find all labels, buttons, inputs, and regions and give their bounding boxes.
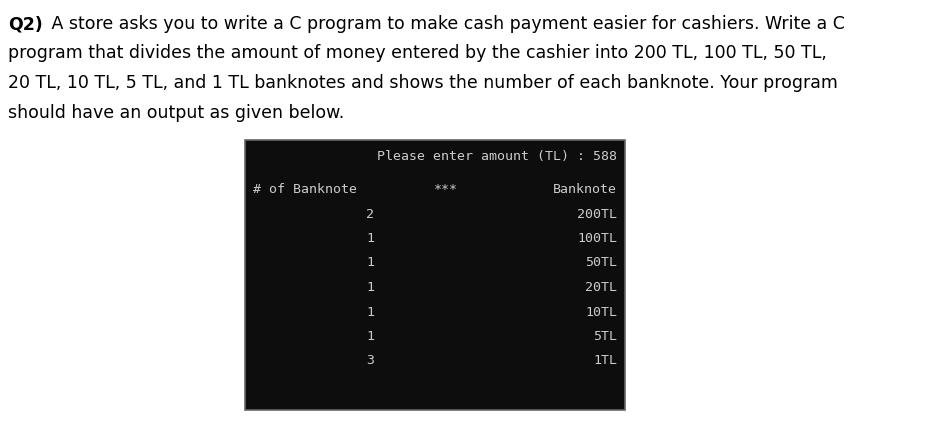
Text: 1: 1	[367, 232, 374, 245]
Text: 20 TL, 10 TL, 5 TL, and 1 TL banknotes and shows the number of each banknote. Yo: 20 TL, 10 TL, 5 TL, and 1 TL banknotes a…	[8, 74, 838, 92]
Text: should have an output as given below.: should have an output as given below.	[8, 103, 345, 121]
Text: Please enter amount (TL) : 588: Please enter amount (TL) : 588	[377, 150, 617, 163]
FancyBboxPatch shape	[245, 140, 625, 410]
Text: ***: ***	[434, 183, 459, 196]
Text: 10TL: 10TL	[585, 305, 617, 318]
Text: A store asks you to write a C program to make cash payment easier for cashiers. : A store asks you to write a C program to…	[46, 15, 844, 33]
Text: Banknote: Banknote	[553, 183, 617, 196]
Text: 200TL: 200TL	[577, 208, 617, 221]
Text: 2: 2	[367, 208, 374, 221]
Text: program that divides the amount of money entered by the cashier into 200 TL, 100: program that divides the amount of money…	[8, 45, 827, 63]
Text: 1: 1	[367, 281, 374, 294]
Text: 50TL: 50TL	[585, 257, 617, 269]
Text: 1TL: 1TL	[593, 354, 617, 368]
Text: 1: 1	[367, 305, 374, 318]
Text: Q2): Q2)	[8, 15, 43, 33]
Text: # of Banknote: # of Banknote	[253, 183, 357, 196]
Text: 3: 3	[367, 354, 374, 368]
Text: 100TL: 100TL	[577, 232, 617, 245]
Text: 1: 1	[367, 330, 374, 343]
Text: 1: 1	[367, 257, 374, 269]
Text: 20TL: 20TL	[585, 281, 617, 294]
Text: 5TL: 5TL	[593, 330, 617, 343]
